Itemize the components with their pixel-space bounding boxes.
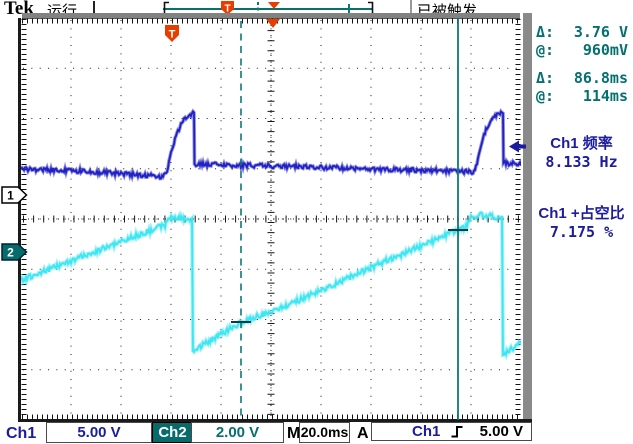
ch2-reference-marker: 2: [1, 243, 28, 261]
rising-edge-icon: [451, 426, 463, 438]
trigger-level-arrow-icon: [509, 140, 526, 153]
ch1-reference-marker: 1: [1, 186, 28, 204]
ch1-footer-label: Ch1: [6, 425, 37, 442]
ch1-scale-box: 5.00 V: [46, 422, 152, 443]
timebase-label: M: [287, 425, 301, 442]
measurement-duty-cycle: Ch1 +占空比 7.175 %: [538, 205, 625, 241]
waveform-display: T: [21, 18, 521, 420]
graticule-bottom-border: [18, 419, 532, 422]
svg-text:1: 1: [7, 189, 14, 203]
svg-text:T: T: [224, 4, 230, 15]
ch2-footer-chip: Ch2: [152, 422, 193, 443]
trigger-level-value: 5.00 V: [479, 423, 523, 440]
svg-text:T: T: [169, 29, 176, 41]
record-trigger-t-icon: T: [221, 1, 234, 15]
trigger-source: Ch1: [412, 423, 441, 440]
graticule-right-border: [523, 13, 532, 422]
svg-text:2: 2: [7, 246, 14, 260]
cursor-readout: Δ: 3.76 V @: 960mV Δ: 86.8ms @: 114ms: [536, 23, 628, 105]
trigger-info-box: Ch1 5.00 V: [371, 422, 532, 441]
graticule-left-border: [18, 18, 21, 422]
cursor-delta-t-row: Δ: 86.8ms: [536, 69, 628, 87]
record-trigger-position-icon: [268, 2, 280, 9]
cursor-at-t-row: @: 114ms: [536, 87, 628, 105]
timebase-box: 20.0ms: [299, 422, 350, 443]
graticule-top-border: [22, 13, 520, 19]
ch2-scale-box: 2.00 V: [191, 422, 284, 443]
header-separator-2: [410, 0, 412, 17]
cursor-at-v-row: @: 960mV: [536, 41, 628, 59]
header-separator: [93, 1, 95, 16]
measurement-frequency: Ch1 频率 8.133 Hz: [545, 135, 618, 171]
cursor-delta-v-row: Δ: 3.76 V: [536, 23, 628, 41]
acquisition-label: A: [357, 425, 369, 442]
